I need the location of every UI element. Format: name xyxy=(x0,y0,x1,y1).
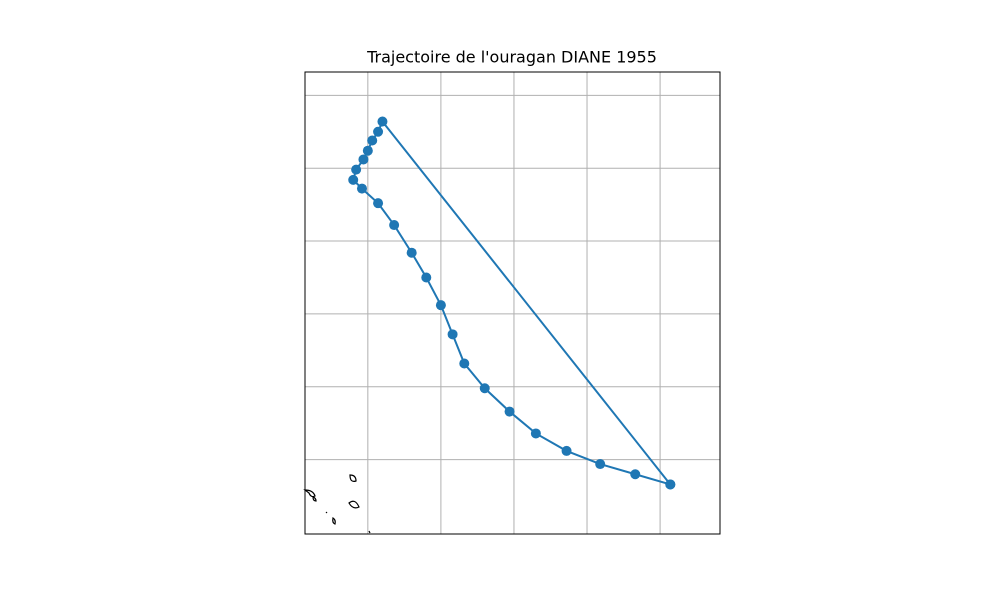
track-point xyxy=(367,135,378,146)
track-point xyxy=(348,174,359,185)
track-point xyxy=(479,383,490,394)
track-point xyxy=(504,406,515,417)
track-point xyxy=(561,445,572,456)
track-point xyxy=(665,479,676,490)
track-point xyxy=(421,272,432,283)
track-point xyxy=(459,358,470,369)
track-point xyxy=(447,329,458,340)
track-point xyxy=(377,116,388,127)
track-point xyxy=(362,145,373,156)
track-point xyxy=(373,126,384,137)
coastline xyxy=(312,496,317,502)
track-point xyxy=(373,198,384,209)
coastline xyxy=(348,500,360,509)
track-point xyxy=(435,300,446,311)
coastline xyxy=(332,517,336,525)
track-point xyxy=(389,220,400,231)
track-line xyxy=(352,119,672,486)
track-point xyxy=(356,183,367,194)
track-point xyxy=(630,469,641,480)
track-point xyxy=(595,459,606,470)
track-point xyxy=(358,154,369,165)
coastline xyxy=(325,511,371,534)
track-point xyxy=(406,247,417,258)
coastline xyxy=(303,474,371,534)
track-point xyxy=(351,164,362,175)
plot-frame xyxy=(304,71,721,535)
chart-title: Trajectoire de l'ouragan DIANE 1955 xyxy=(366,48,657,67)
coastline xyxy=(349,474,357,482)
track-point xyxy=(530,428,541,439)
coastline xyxy=(303,489,316,498)
